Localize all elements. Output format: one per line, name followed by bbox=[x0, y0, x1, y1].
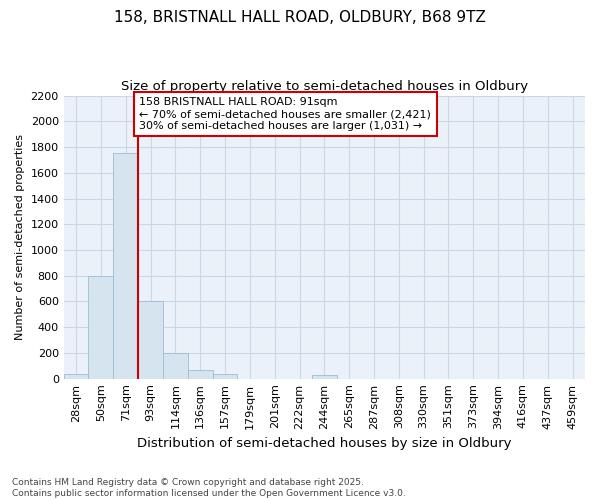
Bar bbox=[138, 302, 163, 378]
Text: Contains HM Land Registry data © Crown copyright and database right 2025.
Contai: Contains HM Land Registry data © Crown c… bbox=[12, 478, 406, 498]
Y-axis label: Number of semi-detached properties: Number of semi-detached properties bbox=[15, 134, 25, 340]
Bar bbox=[312, 375, 337, 378]
Bar bbox=[113, 154, 138, 378]
Bar bbox=[88, 276, 113, 378]
Text: 158 BRISTNALL HALL ROAD: 91sqm
← 70% of semi-detached houses are smaller (2,421): 158 BRISTNALL HALL ROAD: 91sqm ← 70% of … bbox=[139, 98, 431, 130]
X-axis label: Distribution of semi-detached houses by size in Oldbury: Distribution of semi-detached houses by … bbox=[137, 437, 512, 450]
Title: Size of property relative to semi-detached houses in Oldbury: Size of property relative to semi-detach… bbox=[121, 80, 528, 93]
Bar bbox=[163, 353, 188, 378]
Bar bbox=[188, 370, 212, 378]
Text: 158, BRISTNALL HALL ROAD, OLDBURY, B68 9TZ: 158, BRISTNALL HALL ROAD, OLDBURY, B68 9… bbox=[114, 10, 486, 25]
Bar bbox=[212, 374, 238, 378]
Bar bbox=[64, 374, 88, 378]
